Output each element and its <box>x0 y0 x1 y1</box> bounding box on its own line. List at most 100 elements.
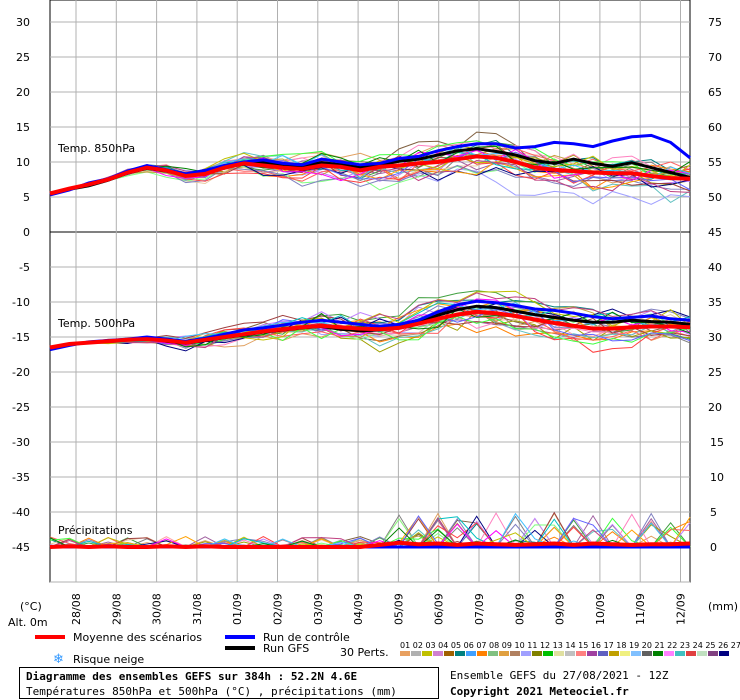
date-tick-label: 28/08 <box>70 593 83 625</box>
legend-pert-swatch <box>477 651 487 656</box>
legend-pert-swatch <box>697 651 707 656</box>
chart-title: Diagramme des ensembles GEFS sur 384h : … <box>26 670 358 683</box>
right-tick-label-850: 45 <box>708 226 722 239</box>
date-tick-label: 30/08 <box>151 593 164 625</box>
chart-axes: 302520151050-5-10-15-20-25-30-35-40-4575… <box>8 16 738 629</box>
legend-pert-swatch <box>686 651 696 656</box>
footer-box <box>19 667 439 699</box>
date-tick-label: 02/09 <box>272 593 285 625</box>
legend-pert-swatch <box>411 651 421 656</box>
chart-subtitle: Températures 850hPa et 500hPa (°C) , pré… <box>26 685 397 698</box>
legend-pert-swatch <box>499 651 509 656</box>
right-tick-label-500: 35 <box>708 296 722 309</box>
legend-pert-swatch <box>587 651 597 656</box>
right-tick-label-850: 65 <box>708 86 722 99</box>
left-tick-label: -5 <box>19 261 30 274</box>
date-tick-label: 09/09 <box>554 593 567 625</box>
date-tick-label: 03/09 <box>312 593 325 625</box>
right-tick-label-850: 75 <box>708 16 722 29</box>
right-tick-label-precip: 15 <box>710 436 724 449</box>
right-tick-label-500: 20 <box>708 401 722 414</box>
series-line-850 <box>49 154 691 196</box>
right-tick-label-850: 60 <box>708 121 722 134</box>
legend-pert-swatch <box>565 651 575 656</box>
legend-label-control: Run de contrôle <box>263 631 350 644</box>
legend-pert-swatch <box>642 651 652 656</box>
copyright: Copyright 2021 Meteociel.fr <box>450 685 629 698</box>
altitude-label: Alt. 0m <box>8 616 48 629</box>
series-line-precip <box>49 540 691 550</box>
right-tick-label-850: 50 <box>708 191 722 204</box>
chart-grid <box>49 0 691 583</box>
pert-line-500 <box>49 292 691 349</box>
legend-label-perts: 30 Perts. <box>340 646 389 659</box>
left-tick-label: -45 <box>12 541 30 554</box>
legend-pert-swatch <box>554 651 564 656</box>
right-unit-label: (mm) <box>708 600 738 613</box>
right-tick-label-precip: 5 <box>710 506 717 519</box>
main-series-lines <box>49 133 691 550</box>
date-tick-label: 04/09 <box>352 593 365 625</box>
left-tick-label: 5 <box>23 191 30 204</box>
date-tick-label: 07/09 <box>473 593 486 625</box>
plot-frame <box>49 0 691 583</box>
legend-pert-swatch <box>532 651 542 656</box>
left-tick-label: 25 <box>16 51 30 64</box>
left-tick-label: -10 <box>12 296 30 309</box>
right-tick-label-precip: 10 <box>710 471 724 484</box>
series-line-500 <box>49 309 691 350</box>
legend-pert-swatch <box>719 651 729 656</box>
left-tick-label: -25 <box>12 401 30 414</box>
legend-pert-swatch <box>521 651 531 656</box>
date-tick-label: 31/08 <box>191 593 204 625</box>
legend-pert-swatch <box>444 651 454 656</box>
run-info: Ensemble GEFS du 27/08/2021 - 12Z <box>450 669 669 682</box>
left-tick-label: 10 <box>16 156 30 169</box>
legend-pert-swatch <box>653 651 663 656</box>
legend-pert-swatch <box>488 651 498 656</box>
legend-pert-swatch <box>620 651 630 656</box>
panel-label-850: Temp. 850hPa <box>57 142 135 155</box>
pert-line-850 <box>49 148 691 194</box>
legend-pert-swatch <box>510 651 520 656</box>
left-unit-label: (°C) <box>20 600 42 613</box>
right-tick-label-500: 30 <box>708 331 722 344</box>
right-tick-label-850: 55 <box>708 156 722 169</box>
legend-label-snow: Risque neige <box>73 653 144 666</box>
legend-pert-swatch <box>400 651 410 656</box>
left-tick-label: -15 <box>12 331 30 344</box>
right-tick-label-precip: 0 <box>710 541 717 554</box>
right-tick-label-850: 70 <box>708 51 722 64</box>
left-tick-label: -20 <box>12 366 30 379</box>
panel-label-precip: Précipitations <box>58 524 133 537</box>
left-tick-label: 30 <box>16 16 30 29</box>
legend-pert-swatch <box>598 651 608 656</box>
right-tick-label-500: 25 <box>708 366 722 379</box>
legend-pert-numbers: 01 02 03 04 05 06 07 08 09 10 11 12 13 1… <box>400 641 740 650</box>
legend-label-gfs: Run GFS <box>263 642 309 655</box>
left-tick-label: -40 <box>12 506 30 519</box>
right-tick-label-500: 40 <box>708 261 722 274</box>
date-tick-label: 29/08 <box>110 593 123 625</box>
date-tick-label: 11/09 <box>634 593 647 625</box>
legend-pert-swatch <box>576 651 586 656</box>
date-tick-label: 12/09 <box>675 593 688 625</box>
legend-pert-swatch <box>466 651 476 656</box>
left-tick-label: 20 <box>16 86 30 99</box>
left-tick-label: -35 <box>12 471 30 484</box>
legend-pert-swatch <box>675 651 685 656</box>
legend-pert-swatch <box>422 651 432 656</box>
legend-pert-swatch <box>708 651 718 656</box>
left-tick-label: 15 <box>16 121 30 134</box>
date-tick-label: 05/09 <box>392 593 405 625</box>
legend-pert-swatch <box>543 651 553 656</box>
chart-legend: Moyenne des scénarios Run de contrôleRun … <box>35 631 740 667</box>
legend-pert-swatch <box>631 651 641 656</box>
left-tick-label: -30 <box>12 436 30 449</box>
date-tick-label: 10/09 <box>594 593 607 625</box>
date-tick-label: 08/09 <box>513 593 526 625</box>
panel-label-500: Temp. 500hPa <box>57 317 135 330</box>
legend-pert-swatch <box>433 651 443 656</box>
date-tick-label: 06/09 <box>433 593 446 625</box>
